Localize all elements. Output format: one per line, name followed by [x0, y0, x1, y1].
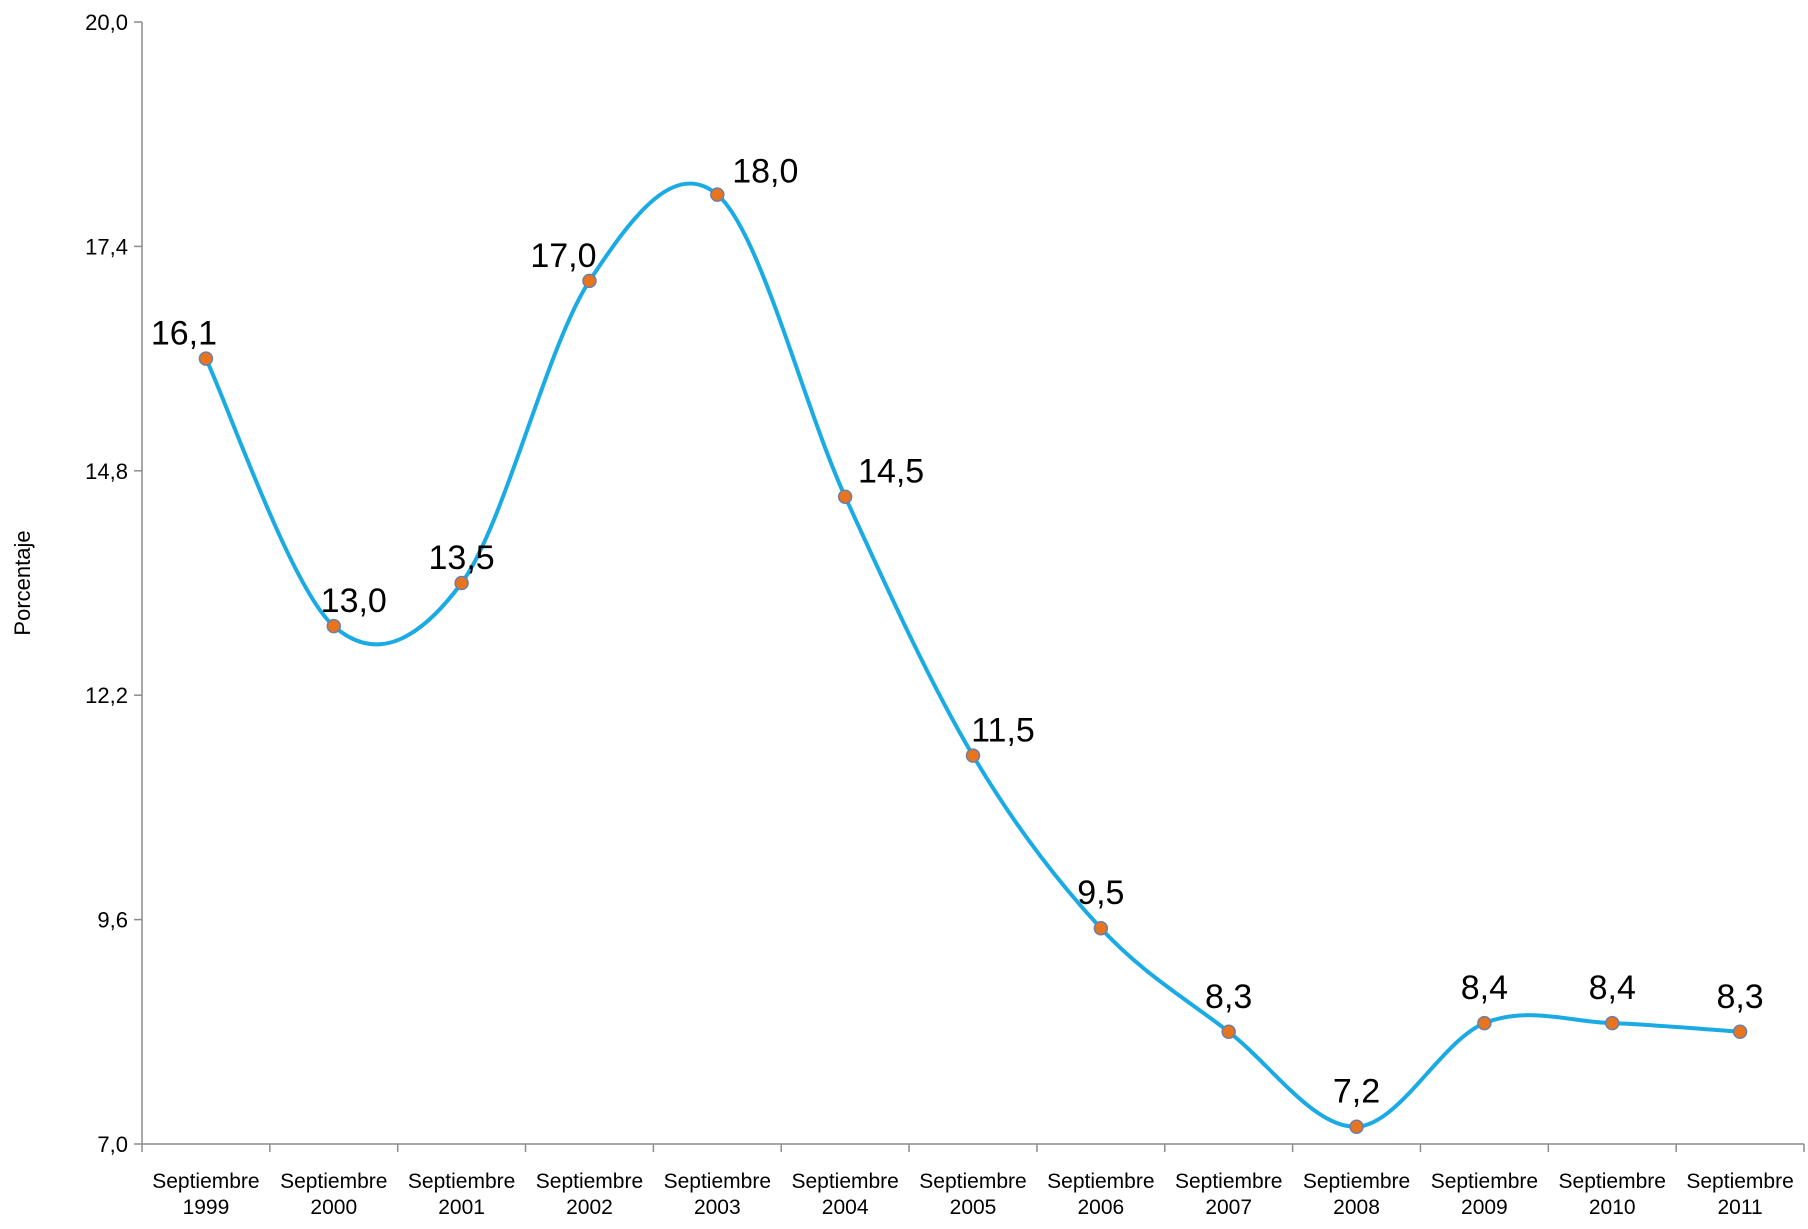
data-label: 11,5 — [971, 712, 1035, 750]
x-tick-label-line: 2002 — [566, 1196, 613, 1219]
data-point — [1349, 1119, 1364, 1134]
x-tick-label: Septiembre 2007 — [1175, 1170, 1282, 1219]
x-tick-labels: Septiembre 1999 Septiembre 2000 Septiembre 20… — [152, 1170, 1794, 1219]
x-tick-label: Septiembre 2010 — [1559, 1170, 1666, 1219]
x-tick-label: Septiembre 2002 — [536, 1170, 643, 1219]
x-tick-label-line: Septiembre — [919, 1170, 1026, 1193]
data-point — [1604, 1015, 1620, 1031]
data-label: 16,1 — [151, 315, 217, 353]
x-tick-label: Septiembre 2005 — [919, 1170, 1026, 1219]
x-tick-label-line: 2006 — [1077, 1196, 1124, 1219]
data-label: 8,3 — [1716, 978, 1763, 1016]
y-tick-labels: 7,0 9,6 12,2 14,8 17,4 20,0 — [85, 10, 128, 1157]
data-point — [454, 575, 469, 591]
x-tick-label-line: Septiembre — [1686, 1170, 1793, 1193]
data-label: 13,5 — [429, 539, 495, 577]
x-tick-label-line: Septiembre — [1303, 1170, 1410, 1193]
y-axis-title: Porcentaje — [10, 530, 35, 635]
x-tick-label-line: Septiembre — [1431, 1170, 1538, 1193]
x-tick-label: Septiembre 2009 — [1431, 1170, 1538, 1219]
x-tick-label-line: Septiembre — [152, 1170, 259, 1193]
x-tick-label: Septiembre 1999 — [152, 1170, 259, 1219]
y-tick-label: 7,0 — [97, 1132, 128, 1157]
series-line — [204, 181, 1741, 1129]
data-label: 8,4 — [1589, 969, 1636, 1007]
y-tick-label: 12,2 — [85, 683, 128, 708]
x-tick-label-line: Septiembre — [1175, 1170, 1282, 1193]
x-tick-label-line: 2009 — [1461, 1196, 1508, 1219]
x-tick-label-line: 2010 — [1589, 1196, 1636, 1219]
x-tick-label: Septiembre 2003 — [664, 1170, 771, 1219]
data-point — [198, 351, 214, 366]
x-tick-label: Septiembre 2008 — [1303, 1170, 1410, 1219]
y-tick-label: 17,4 — [85, 234, 128, 259]
x-tick-label-line: Septiembre — [1047, 1170, 1154, 1193]
data-point — [965, 748, 981, 763]
data-point — [582, 273, 597, 289]
data-point — [837, 489, 853, 504]
x-tick-label: Septiembre 2011 — [1686, 1170, 1793, 1219]
x-tick-label-line: Septiembre — [791, 1170, 898, 1193]
data-label: 14,5 — [858, 453, 924, 491]
data-label: 7,2 — [1333, 1073, 1380, 1111]
y-tick-label: 14,8 — [85, 459, 128, 484]
data-labels: 16,1 13,0 13,5 17,0 18,0 14,5 11,5 9,5 8,3 7,2 8,4… — [151, 153, 1764, 1111]
x-tick-label-line: 1999 — [183, 1196, 230, 1219]
data-label: 8,3 — [1205, 978, 1252, 1016]
data-label: 18,0 — [732, 153, 798, 191]
y-tick-label: 20,0 — [85, 10, 128, 35]
x-tick-label-line: Septiembre — [408, 1170, 515, 1193]
x-tick-label: Septiembre 2004 — [791, 1170, 898, 1219]
x-tick-label-line: 2011 — [1717, 1196, 1762, 1219]
data-point — [326, 618, 342, 634]
x-tick-label-line: Septiembre — [1559, 1170, 1666, 1193]
data-markers — [198, 187, 1748, 1134]
x-tick-label-line: Septiembre — [536, 1170, 643, 1193]
x-tick-label-line: 2007 — [1205, 1196, 1252, 1219]
data-label: 9,5 — [1077, 874, 1124, 912]
x-tick-label: Septiembre 2000 — [280, 1170, 387, 1219]
data-point — [1732, 1024, 1748, 1040]
y-tick-label: 9,6 — [97, 908, 128, 933]
x-tick-label: Septiembre 2006 — [1047, 1170, 1154, 1219]
x-tick-label-line: Septiembre — [664, 1170, 771, 1193]
data-point — [1221, 1024, 1236, 1040]
x-tick-label-line: 2000 — [310, 1196, 357, 1219]
data-label: 13,0 — [321, 582, 387, 620]
x-tick-label-line: 2001 — [438, 1196, 485, 1219]
x-tick-label-line: Septiembre — [280, 1170, 387, 1193]
data-point — [1477, 1015, 1492, 1031]
data-label: 8,4 — [1461, 969, 1508, 1007]
x-tick-label-line: 2005 — [950, 1196, 997, 1219]
data-point — [1093, 920, 1109, 936]
x-tick-label-line: 2003 — [694, 1196, 741, 1219]
data-label: 17,0 — [530, 237, 596, 275]
x-tick-label-line: 2008 — [1333, 1196, 1380, 1219]
x-tick-label-line: 2004 — [822, 1196, 869, 1219]
data-point — [710, 187, 725, 202]
axes — [134, 21, 1805, 1152]
x-tick-label: Septiembre 2001 — [408, 1170, 515, 1219]
